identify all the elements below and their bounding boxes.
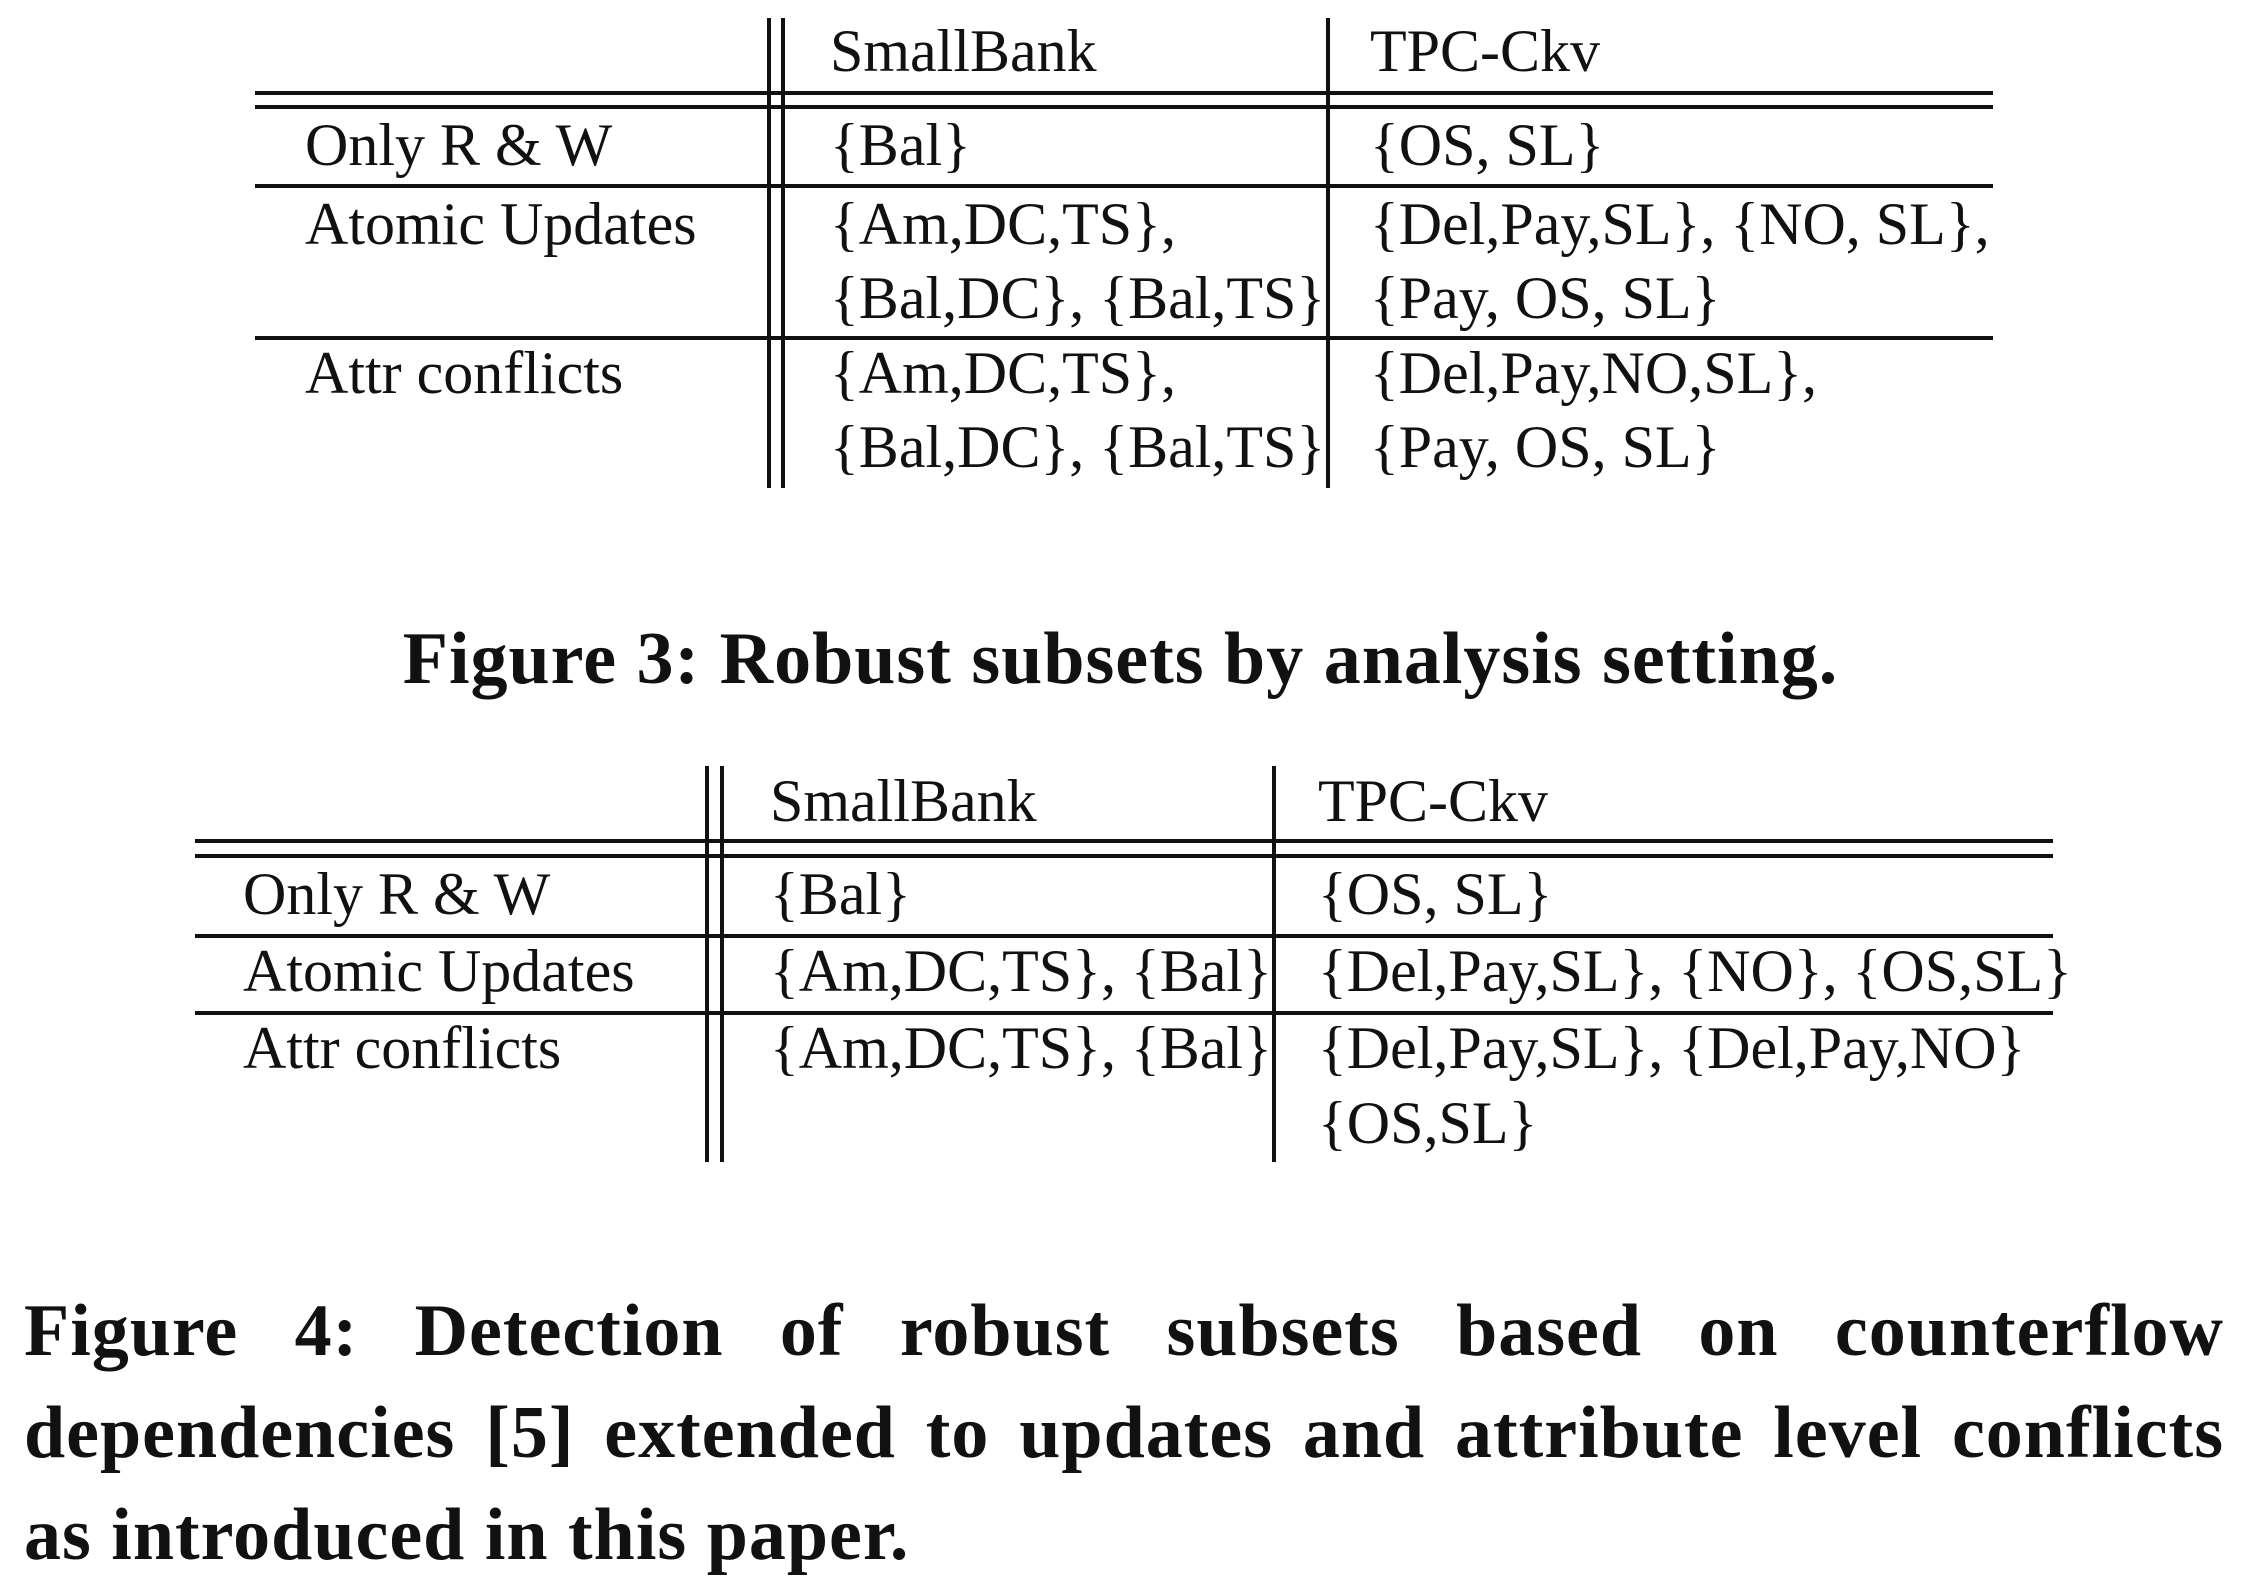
- column-vrule: [1326, 18, 1330, 488]
- cell-smallbank-line2: {Bal,DC}, {Bal,TS}: [830, 265, 1326, 331]
- cell-tpcckv-line1: {Del,Pay,SL}, {Del,Pay,NO}: [1318, 1015, 2026, 1081]
- double-vrule-right: [720, 766, 724, 1162]
- header-rule-top: [195, 839, 2053, 843]
- row-label-atomic-updates: Atomic Updates: [243, 938, 635, 1004]
- cell-smallbank-line1: {Am,DC,TS},: [830, 191, 1176, 257]
- row-label-only-rw: Only R & W: [305, 112, 613, 178]
- cell-tpcckv: {OS, SL}: [1318, 861, 1553, 927]
- figure-4-caption: Figure 4: Detection of robust subsets ba…: [24, 1290, 2224, 1576]
- cell-smallbank-line1: {Am,DC,TS},: [830, 340, 1176, 406]
- row-label-attr-conflicts: Attr conflicts: [305, 340, 624, 406]
- row-rule: [255, 336, 1993, 340]
- cell-tpcckv-line2: {Pay, OS, SL}: [1370, 414, 1721, 480]
- row-label-attr-conflicts: Attr conflicts: [243, 1015, 562, 1081]
- cell-smallbank: {Am,DC,TS}, {Bal}: [770, 938, 1272, 1004]
- header-smallbank: SmallBank: [830, 18, 1097, 84]
- cell-tpcckv-line1: {Del,Pay,SL}, {NO, SL},: [1370, 191, 1990, 257]
- column-vrule: [1272, 766, 1276, 1162]
- row-label-only-rw: Only R & W: [243, 861, 551, 927]
- cell-tpcckv-line2: {OS,SL}: [1318, 1090, 1538, 1156]
- cell-tpcckv: {Del,Pay,SL}, {NO}, {OS,SL}: [1318, 938, 2072, 1004]
- cell-tpcckv-line1: {Del,Pay,NO,SL},: [1370, 340, 1818, 406]
- header-smallbank: SmallBank: [770, 768, 1037, 834]
- header-rule-bottom: [195, 854, 2053, 858]
- cell-tpcckv-line2: {Pay, OS, SL}: [1370, 265, 1721, 331]
- header-tpcckv: TPC-Ckv: [1370, 18, 1601, 84]
- double-vrule-left: [767, 18, 771, 488]
- cell-smallbank: {Bal}: [770, 861, 911, 927]
- cell-smallbank: {Am,DC,TS}, {Bal}: [770, 1015, 1272, 1081]
- header-rule-bottom: [255, 105, 1993, 109]
- row-rule: [255, 184, 1993, 188]
- double-vrule-left: [705, 766, 709, 1162]
- row-rule: [195, 1011, 2053, 1015]
- figure-3-caption: Figure 3: Robust subsets by analysis set…: [402, 618, 1839, 700]
- cell-tpcckv: {OS, SL}: [1370, 112, 1605, 178]
- double-vrule-right: [781, 18, 785, 488]
- header-tpcckv: TPC-Ckv: [1318, 768, 1549, 834]
- cell-smallbank-line2: {Bal,DC}, {Bal,TS}: [830, 414, 1326, 480]
- cell-smallbank: {Bal}: [830, 112, 971, 178]
- row-label-atomic-updates: Atomic Updates: [305, 191, 697, 257]
- header-rule-top: [255, 91, 1993, 95]
- row-rule: [195, 934, 2053, 938]
